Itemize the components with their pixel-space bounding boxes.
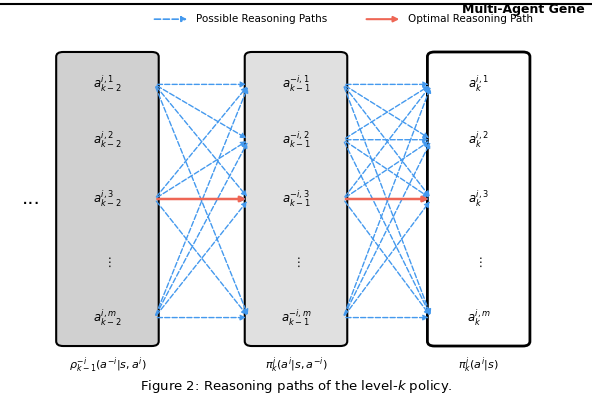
Text: $a_{k}^{i,2}$: $a_{k}^{i,2}$ [468,130,489,150]
Text: $a_{k}^{i,m}$: $a_{k}^{i,m}$ [466,308,491,328]
Text: $a_{k-2}^{i,m}$: $a_{k-2}^{i,m}$ [93,308,122,328]
Text: Multi-Agent Gene: Multi-Agent Gene [462,3,585,16]
FancyBboxPatch shape [427,52,530,346]
Text: Possible Reasoning Paths: Possible Reasoning Paths [196,14,327,24]
Text: ...: ... [21,189,40,209]
FancyBboxPatch shape [56,52,159,346]
Text: $a_{k-2}^{i,3}$: $a_{k-2}^{i,3}$ [93,189,122,209]
Text: $\pi_{k}^{i}(a^{i}|s,a^{-i})$: $\pi_{k}^{i}(a^{i}|s,a^{-i})$ [265,355,327,375]
Text: $a_{k-1}^{-i,3}$: $a_{k-1}^{-i,3}$ [282,189,310,209]
Text: Figure 2: Reasoning paths of the level-$k$ policy.: Figure 2: Reasoning paths of the level-$… [140,378,452,395]
Text: $a_{k}^{i,1}$: $a_{k}^{i,1}$ [468,74,489,94]
Text: $a_{k-2}^{i,1}$: $a_{k-2}^{i,1}$ [93,74,122,94]
Text: $a_{k}^{i,3}$: $a_{k}^{i,3}$ [468,189,489,209]
Text: Optimal Reasoning Path: Optimal Reasoning Path [408,14,533,24]
Text: $a_{k-2}^{i,2}$: $a_{k-2}^{i,2}$ [93,130,122,150]
Text: $a_{k-1}^{-i,m}$: $a_{k-1}^{-i,m}$ [281,308,311,328]
Text: $a_{k-1}^{-i,1}$: $a_{k-1}^{-i,1}$ [282,74,310,94]
Text: $\vdots$: $\vdots$ [103,256,112,269]
Text: $a_{k-1}^{-i,2}$: $a_{k-1}^{-i,2}$ [282,130,310,150]
Text: $\vdots$: $\vdots$ [292,256,300,269]
Text: $\pi_{k}^{i}(a^{i}|s)$: $\pi_{k}^{i}(a^{i}|s)$ [458,355,499,375]
Text: $\vdots$: $\vdots$ [474,256,483,269]
FancyBboxPatch shape [244,52,348,346]
Text: $\rho_{k-1}^{-i}(a^{-i}|s,a^{i})$: $\rho_{k-1}^{-i}(a^{-i}|s,a^{i})$ [69,355,146,375]
